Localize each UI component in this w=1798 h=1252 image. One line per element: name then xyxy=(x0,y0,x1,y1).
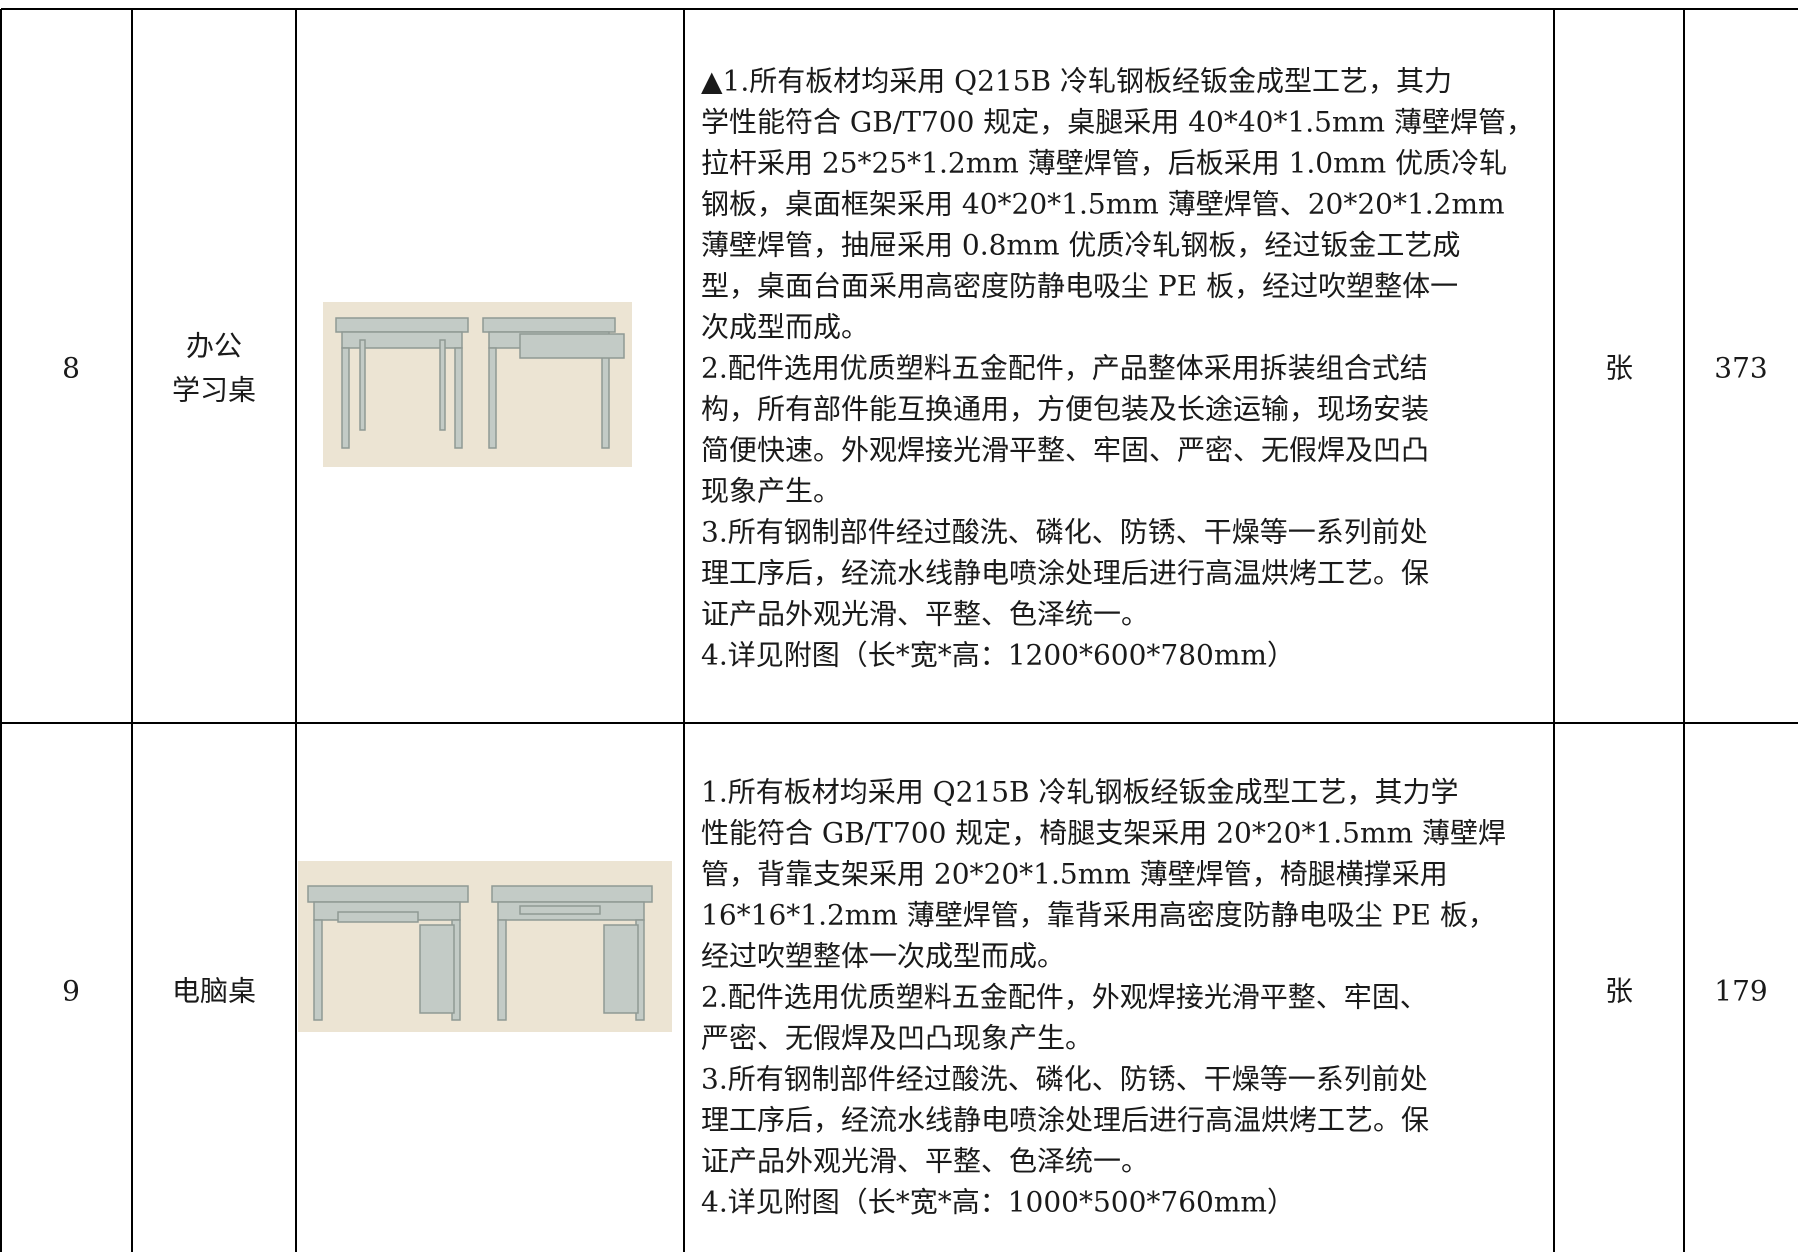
unit: 张 xyxy=(1605,975,1633,1008)
description-line: 2.配件选用优质塑料五金配件，外观焊接光滑平整、牢固、 xyxy=(701,981,1428,1014)
description-line: 简便快速。外观焊接光滑平整、牢固、严密、无假焊及凹凸 xyxy=(701,434,1429,467)
description-line: 2.配件选用优质塑料五金配件，产品整体采用拆装组合式结 xyxy=(701,352,1428,385)
unit: 张 xyxy=(1605,352,1633,385)
description-line: 严密、无假焊及凹凸现象产生。 xyxy=(701,1022,1093,1055)
product-name: 学习桌 xyxy=(172,374,256,407)
description-line: 理工序后，经流水线静电喷涂处理后进行高温烘烤工艺。保 xyxy=(701,557,1429,590)
description-line: 拉杆采用 25*25*1.2mm 薄壁焊管，后板采用 1.0mm 优质冷轧 xyxy=(701,147,1507,180)
quantity: 179 xyxy=(1714,975,1767,1008)
description-line: 4.详见附图（长*宽*高：1200*600*780mm） xyxy=(701,639,1295,672)
description-line: 3.所有钢制部件经过酸洗、磷化、防锈、干燥等一系列前处 xyxy=(701,516,1428,549)
description-line: 学性能符合 GB/T700 规定，桌腿采用 40*40*1.5mm 薄壁焊管， xyxy=(701,106,1534,139)
quantity: 373 xyxy=(1714,352,1767,385)
row-number: 9 xyxy=(62,975,80,1008)
description-line: 4.详见附图（长*宽*高：1000*500*760mm） xyxy=(701,1186,1295,1219)
description-line: 薄壁焊管，抽屉采用 0.8mm 优质冷轧钢板，经过钣金工艺成 xyxy=(701,229,1460,262)
description-line: 钢板，桌面框架采用 40*20*1.5mm 薄壁焊管、20*20*1.2mm xyxy=(701,188,1505,221)
row-number: 8 xyxy=(62,352,80,385)
description-line: 管，背靠支架采用 20*20*1.5mm 薄壁焊管，椅腿横撑采用 xyxy=(701,858,1448,891)
description-line: 1.所有板材均采用 Q215B 冷轧钢板经钣金成型工艺，其力学 xyxy=(701,776,1459,809)
description-line: 3.所有钢制部件经过酸洗、磷化、防锈、干燥等一系列前处 xyxy=(701,1063,1428,1096)
description-line: 构，所有部件能互换通用，方便包装及长途运输，现场安装 xyxy=(701,393,1429,426)
description-line: 16*16*1.2mm 薄壁焊管，靠背采用高密度防静电吸尘 PE 板， xyxy=(701,899,1496,932)
description-line: 型，桌面台面采用高密度防静电吸尘 PE 板，经过吹塑整体一 xyxy=(701,270,1458,303)
product-name: 电脑桌 xyxy=(172,975,256,1008)
product-name: 办公 xyxy=(186,330,242,363)
description-line: ▲1.所有板材均采用 Q215B 冷轧钢板经钣金成型工艺，其力 xyxy=(701,65,1452,98)
product-image xyxy=(298,861,672,1032)
table-grid xyxy=(0,8,1798,1252)
description-line: 证产品外观光滑、平整、色泽统一。 xyxy=(701,1145,1149,1178)
description-line: 现象产生。 xyxy=(701,475,841,508)
product-image xyxy=(323,302,632,467)
description-line: 经过吹塑整体一次成型而成。 xyxy=(701,940,1065,973)
description-line: 理工序后，经流水线静电喷涂处理后进行高温烘烤工艺。保 xyxy=(701,1104,1429,1137)
description-line: 次成型而成。 xyxy=(701,311,869,344)
description-line: 证产品外观光滑、平整、色泽统一。 xyxy=(701,598,1149,631)
description-line: 性能符合 GB/T700 规定，椅腿支架采用 20*20*1.5mm 薄壁焊 xyxy=(701,817,1506,850)
